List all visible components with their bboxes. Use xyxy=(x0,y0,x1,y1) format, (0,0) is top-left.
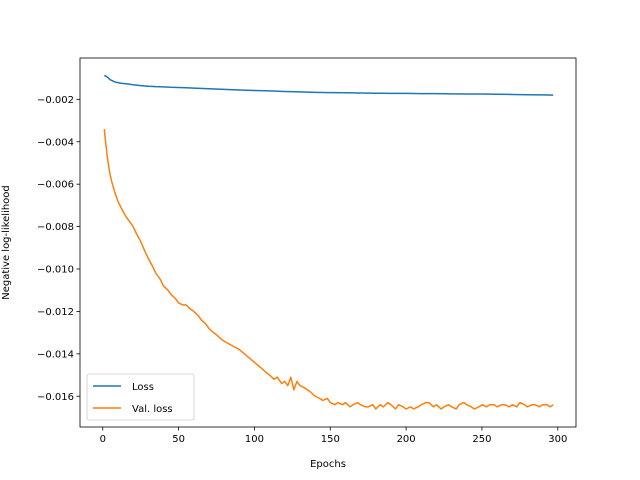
x-tick-label: 100 xyxy=(245,434,264,445)
y-axis-label: Negative log-likelihood xyxy=(1,185,12,300)
y-tick-label: −0.008 xyxy=(37,222,74,233)
y-tick-label: −0.016 xyxy=(37,392,74,403)
y-tick-label: −0.002 xyxy=(37,95,74,106)
y-axis: −0.002 −0.004 −0.006 −0.008 −0.010 −0.012 −0.0… xyxy=(37,95,80,403)
x-tick-label: 300 xyxy=(548,434,567,445)
y-tick-label: −0.010 xyxy=(37,265,74,276)
series-line-0 xyxy=(104,74,554,96)
x-axis: 0 50 100 150 200 250 300 xyxy=(100,427,567,445)
x-tick-label: 150 xyxy=(321,434,340,445)
legend-label-0: Loss xyxy=(132,382,154,393)
x-tick-label: 200 xyxy=(397,434,416,445)
x-axis-label: Epochs xyxy=(310,459,346,470)
plot-frame xyxy=(79,57,577,428)
legend-label-1: Val. loss xyxy=(132,404,173,415)
legend: Loss Val. loss xyxy=(86,373,195,421)
y-tick-label: −0.014 xyxy=(37,349,74,360)
y-tick-label: −0.006 xyxy=(37,180,74,191)
plot-lines xyxy=(103,74,554,410)
x-tick-label: 50 xyxy=(172,434,185,445)
y-tick-label: −0.004 xyxy=(37,137,74,148)
x-tick-label: 0 xyxy=(100,434,106,445)
y-tick-label: −0.012 xyxy=(37,307,74,318)
series-line-1 xyxy=(103,128,554,410)
x-tick-label: 250 xyxy=(472,434,491,445)
